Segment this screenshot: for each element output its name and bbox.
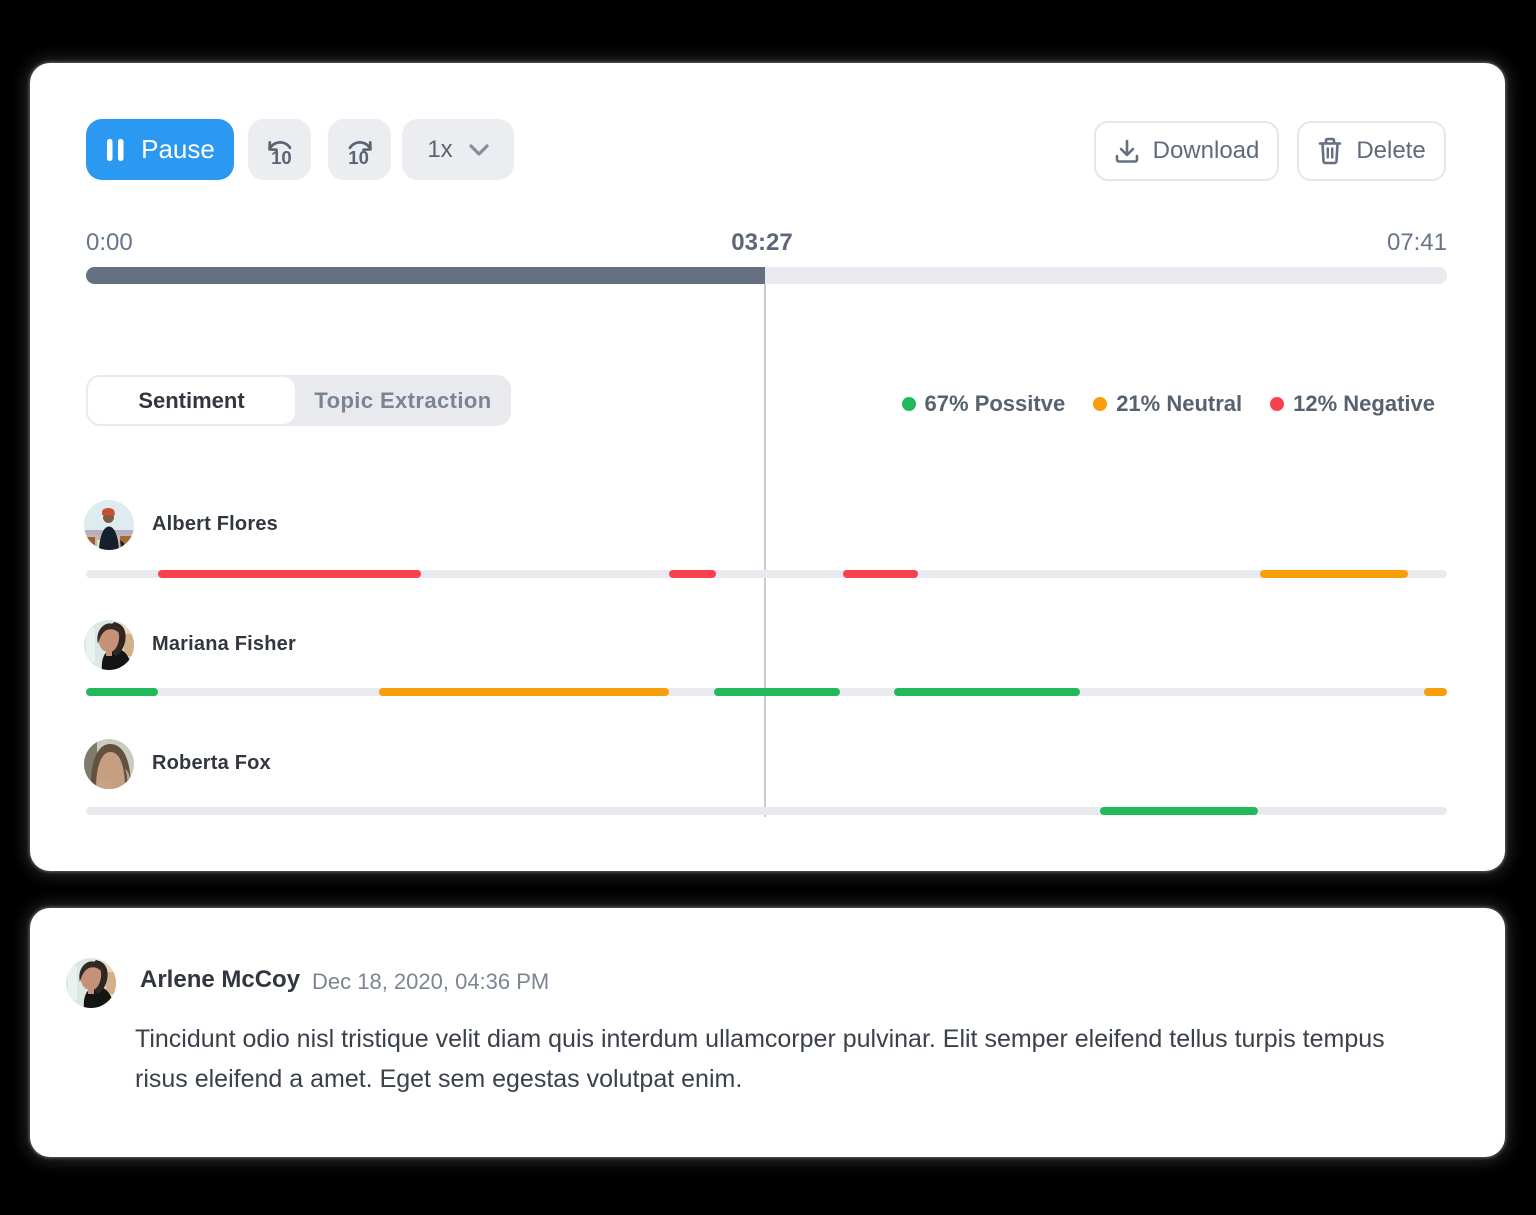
svg-text:10: 10 (271, 147, 292, 166)
svg-text:10: 10 (348, 147, 369, 166)
